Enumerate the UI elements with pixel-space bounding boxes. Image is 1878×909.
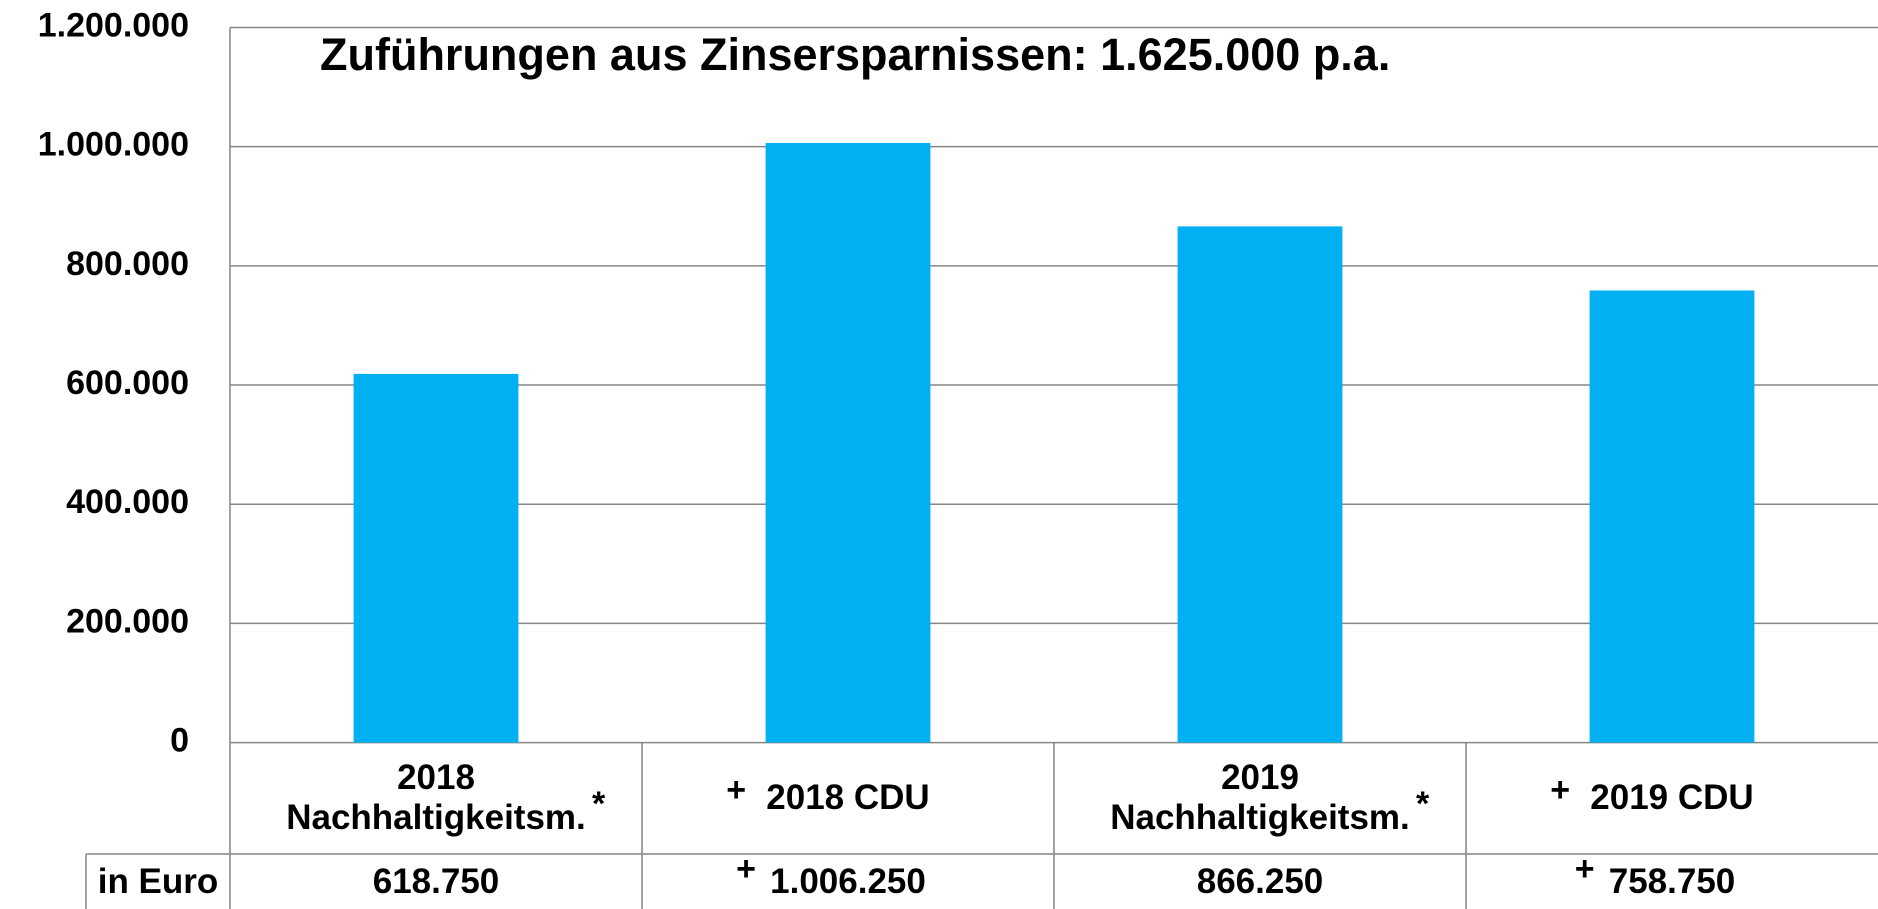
category-cell: 2019 CDU [1466, 743, 1878, 854]
value-cell: 1.006.250 [642, 854, 1054, 909]
y-tick-label: 400.000 [66, 483, 189, 521]
bar [353, 373, 519, 743]
value-label: 1.006.250 [770, 861, 926, 901]
value-cell: 866.250 [1054, 854, 1466, 909]
bar [1589, 290, 1755, 743]
bar [765, 142, 931, 743]
category-cell: 2018 CDU [642, 743, 1054, 854]
value-cell: 618.750 [230, 854, 642, 909]
value-prefix: + [1574, 850, 1595, 888]
value-label: 866.250 [1196, 861, 1324, 901]
y-tick-label: 1.200.000 [38, 6, 189, 44]
y-tick-label: 600.000 [66, 364, 189, 402]
value-prefix: + [736, 850, 756, 888]
category-prefix: + [726, 770, 747, 809]
category-cell: 2019 Nachhaltigkeitsm. [1054, 743, 1466, 854]
category-label: 2018 CDU [766, 778, 930, 818]
category-label: 2019 Nachhaltigkeitsm. [1110, 758, 1410, 838]
category-suffix: * [592, 784, 606, 823]
category-label: 2018 Nachhaltigkeitsm. [286, 758, 586, 838]
y-tick-label: 200.000 [66, 602, 189, 640]
value-cell: 758.750 [1466, 854, 1878, 909]
category-suffix: * [1416, 784, 1430, 823]
category-prefix: + [1550, 770, 1571, 809]
value-label: 758.750 [1608, 861, 1736, 901]
category-label: 2019 CDU [1590, 778, 1754, 818]
table-row-label: in Euro [97, 861, 219, 901]
category-cell: 2018 Nachhaltigkeitsm. [230, 743, 642, 854]
bar [1177, 226, 1343, 743]
chart-title: Zuführungen aus Zinsersparnissen: 1.625.… [320, 29, 1390, 80]
y-tick-label: 0 [170, 722, 189, 760]
y-tick-label: 1.000.000 [38, 126, 189, 164]
value-label: 618.750 [372, 861, 500, 901]
y-tick-label: 800.000 [66, 245, 189, 283]
